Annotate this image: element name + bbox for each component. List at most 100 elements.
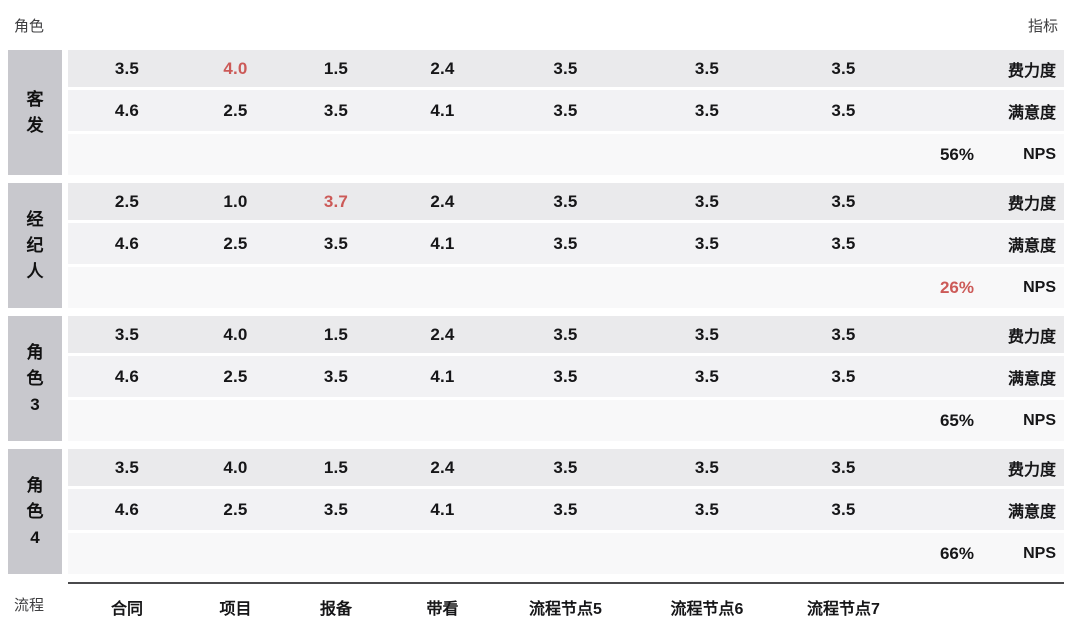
role-name: 角色 3 — [8, 316, 62, 441]
score-cell: 3.5 — [694, 100, 720, 120]
score-cell: 3.7 — [323, 191, 349, 211]
role-name: 角色 4 — [8, 449, 62, 574]
score-cell: 3.5 — [553, 324, 578, 344]
metric-label: 费力度 — [1007, 195, 1056, 213]
score-cell: 4.0 — [223, 457, 248, 477]
process-columns: 合同 项目 报备 带看 流程节点5 流程节点6 流程节点7 — [68, 582, 1064, 619]
score-cell: 3.5 — [323, 366, 349, 386]
role-name-char: 客 — [26, 89, 44, 109]
score-cell: 3.5 — [553, 457, 578, 477]
score-cell: 3.5 — [831, 366, 856, 386]
score-cell: 1.0 — [223, 191, 248, 211]
metric-label: NPS — [1023, 145, 1056, 163]
score-cell: 3.5 — [323, 499, 349, 519]
score-cell: 4.1 — [430, 233, 455, 253]
score-cell: 2.4 — [430, 191, 455, 211]
score-cell: 2.4 — [430, 324, 455, 344]
role-group: 经纪人 2.5 1.0 3.7 2.4 3.5 3.5 3.5 费力度 4.6 2.5 3.5 4.1 3… — [8, 183, 1064, 308]
process-column-label: 流程节点5 — [529, 601, 602, 618]
metric-rows: 3.5 4.0 1.5 2.4 3.5 3.5 3.5 费力度 4.6 2.5 3.5 4.1 3.5 3… — [67, 50, 1064, 175]
score-cell: 4.6 — [114, 499, 140, 519]
nps-row: 65% NPS — [67, 400, 1064, 441]
score-cell: 3.5 — [323, 100, 349, 120]
satisfaction-row: 4.6 2.5 3.5 4.1 3.5 3.5 3.5 满意度 — [67, 90, 1064, 131]
score-cell: 3.5 — [553, 100, 578, 120]
score-cell: 3.5 — [694, 233, 720, 253]
score-cell: 3.5 — [114, 457, 140, 477]
score-cell: 3.5 — [553, 191, 578, 211]
score-cell: 3.5 — [831, 499, 856, 519]
score-cell: 2.4 — [430, 457, 455, 477]
process-column-label: 带看 — [426, 601, 459, 618]
score-cell: 3.5 — [114, 58, 140, 78]
metric-label: 满意度 — [1007, 237, 1056, 255]
role-name: 客发 — [8, 50, 62, 175]
score-cell: 4.0 — [223, 58, 248, 78]
metric-rows: 3.5 4.0 1.5 2.4 3.5 3.5 3.5 费力度 4.6 2.5 3.5 4.1 3.5 3… — [67, 449, 1064, 574]
nps-value: 66% — [939, 543, 974, 563]
nps-value: 56% — [939, 144, 974, 164]
score-cell: 3.5 — [831, 324, 856, 344]
score-cell: 3.5 — [553, 366, 578, 386]
process-column-label: 报备 — [319, 601, 352, 618]
effort-row: 3.5 4.0 1.5 2.4 3.5 3.5 3.5 费力度 — [67, 316, 1064, 353]
score-cell: 4.1 — [430, 100, 455, 120]
score-cell: 1.5 — [323, 324, 349, 344]
score-cell: 4.0 — [223, 324, 248, 344]
nps-row: 56% NPS — [67, 134, 1064, 175]
role-name-char: 角 — [26, 475, 44, 495]
process-axis-cell: 流程 — [8, 582, 68, 619]
score-cell: 4.6 — [114, 233, 140, 253]
score-cell: 4.6 — [114, 366, 140, 386]
score-cell: 2.5 — [114, 191, 140, 211]
header-row: 角色 指标 — [0, 0, 1080, 50]
score-cell: 2.4 — [430, 58, 455, 78]
metric-label: 费力度 — [1007, 62, 1056, 80]
nps-value: 26% — [939, 277, 974, 297]
metric-label: NPS — [1023, 411, 1056, 429]
role-name-char: 发 — [26, 115, 44, 135]
score-cell: 3.5 — [831, 191, 856, 211]
role-axis-label: 角色 — [14, 18, 45, 35]
score-cell: 3.5 — [831, 100, 856, 120]
role-group: 角色 4 3.5 4.0 1.5 2.4 3.5 3.5 3.5 费力度 4.6 2.5 3.5 4.1 3… — [8, 449, 1064, 574]
footer-spacer — [1008, 595, 1064, 619]
role-name-char: 经 — [26, 209, 44, 229]
process-column-label: 项目 — [219, 601, 252, 618]
effort-row: 2.5 1.0 3.7 2.4 3.5 3.5 3.5 费力度 — [67, 183, 1064, 220]
score-cell: 3.5 — [694, 324, 720, 344]
role-name-char: 角 — [26, 342, 44, 362]
metric-rows: 2.5 1.0 3.7 2.4 3.5 3.5 3.5 费力度 4.6 2.5 3.5 4.1 3.5 3… — [67, 183, 1064, 308]
metric-label: 满意度 — [1007, 104, 1056, 122]
role-name-char: 色 — [26, 501, 44, 521]
score-cell: 1.5 — [323, 58, 349, 78]
metric-rows: 3.5 4.0 1.5 2.4 3.5 3.5 3.5 费力度 4.6 2.5 3.5 4.1 3.5 3… — [67, 316, 1064, 441]
satisfaction-row: 4.6 2.5 3.5 4.1 3.5 3.5 3.5 满意度 — [67, 356, 1064, 397]
score-cell: 3.5 — [553, 499, 578, 519]
score-cell: 3.5 — [694, 499, 720, 519]
score-cell: 3.5 — [553, 58, 578, 78]
score-cell: 3.5 — [694, 58, 720, 78]
score-cell: 3.5 — [553, 233, 578, 253]
process-column-label: 流程节点7 — [807, 601, 880, 618]
nps-value: 65% — [939, 410, 974, 430]
score-cell: 2.5 — [223, 100, 248, 120]
score-cell: 3.5 — [694, 191, 720, 211]
score-cell: 3.5 — [831, 457, 856, 477]
score-cell: 4.6 — [114, 100, 140, 120]
role-name: 经纪人 — [8, 183, 62, 308]
role-name-char: 纪 — [26, 235, 44, 255]
role-name-char: 人 — [26, 261, 44, 281]
footer-spacer — [906, 595, 1008, 619]
role-groups: 客发 3.5 4.0 1.5 2.4 3.5 3.5 3.5 费力度 4.6 2.5 3.5 4.1 3.… — [0, 50, 1080, 574]
metric-label: NPS — [1023, 278, 1056, 296]
role-group: 客发 3.5 4.0 1.5 2.4 3.5 3.5 3.5 费力度 4.6 2.5 3.5 4.1 3.… — [8, 50, 1064, 175]
process-footer: 流程 合同 项目 报备 带看 流程节点5 流程节点6 流程节点7 — [8, 582, 1064, 619]
score-cell: 3.5 — [323, 233, 349, 253]
metric-label: 费力度 — [1007, 328, 1056, 346]
score-cell: 2.5 — [223, 233, 248, 253]
score-cell: 2.5 — [223, 366, 248, 386]
metric-label: 费力度 — [1007, 461, 1056, 479]
process-column-label: 流程节点6 — [670, 601, 744, 618]
